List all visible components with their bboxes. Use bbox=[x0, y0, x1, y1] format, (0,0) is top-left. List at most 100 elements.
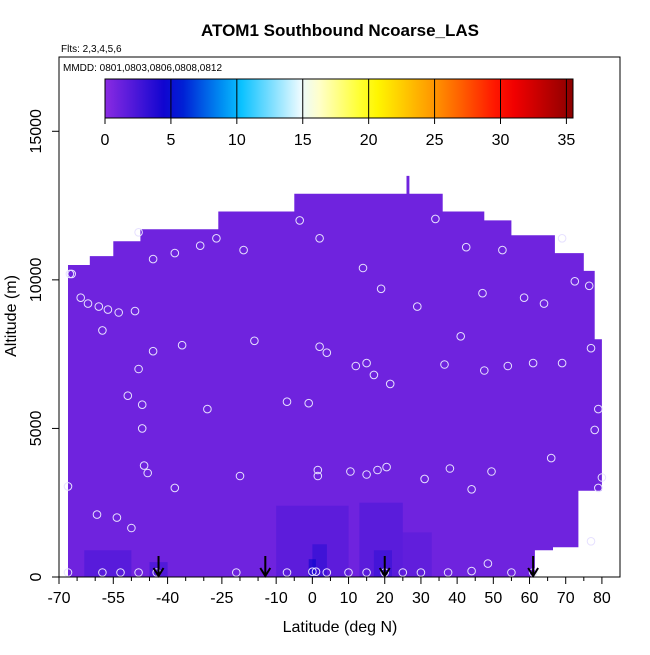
x-tick-label: -10 bbox=[265, 590, 288, 607]
sample-point bbox=[456, 332, 466, 341]
sample-point bbox=[358, 263, 368, 273]
sample-point bbox=[239, 245, 248, 255]
sample-point bbox=[373, 465, 382, 475]
sample-point bbox=[148, 346, 158, 356]
flights-label: Flts: 2,3,4,5,6 bbox=[61, 44, 122, 55]
sample-point bbox=[195, 241, 205, 250]
sample-point bbox=[322, 568, 332, 577]
x-tick-label: -55 bbox=[102, 590, 125, 607]
sample-point bbox=[382, 462, 391, 472]
x-tick-label: 30 bbox=[412, 590, 430, 607]
sample-point bbox=[586, 537, 596, 546]
x-tick-label: -70 bbox=[47, 590, 70, 607]
arrow-head bbox=[152, 567, 165, 578]
sample-point bbox=[584, 281, 594, 291]
sample-point bbox=[440, 360, 449, 369]
x-tick-label: 40 bbox=[448, 590, 466, 607]
sample-point bbox=[413, 302, 422, 311]
sample-point bbox=[594, 404, 603, 414]
sample-point bbox=[98, 568, 107, 577]
colorbar-tick-label: 15 bbox=[294, 132, 312, 149]
x-tick-label: 0 bbox=[308, 590, 317, 607]
sample-point bbox=[480, 366, 489, 375]
sample-point bbox=[557, 358, 567, 368]
sample-point bbox=[282, 568, 292, 577]
colorbar-tick-label: 25 bbox=[426, 132, 444, 149]
chart-title: ATOM1 Southbound Ncoarse_LAS bbox=[201, 21, 479, 40]
sample-point bbox=[322, 348, 332, 358]
sample-point bbox=[137, 400, 147, 410]
heatmap-cell bbox=[312, 544, 327, 577]
sample-point bbox=[315, 234, 324, 243]
sample-point bbox=[127, 523, 136, 533]
sample-point bbox=[362, 470, 371, 479]
sample-point bbox=[362, 358, 371, 368]
sample-point bbox=[63, 482, 73, 491]
sample-point bbox=[311, 567, 321, 577]
x-tick-label: 70 bbox=[557, 590, 575, 607]
y-axis-label: Altitude (m) bbox=[3, 275, 20, 357]
heatmap-cell bbox=[84, 550, 132, 577]
x-tick-label: -25 bbox=[210, 590, 233, 607]
sample-point bbox=[344, 568, 353, 577]
sample-point bbox=[594, 483, 603, 493]
sample-point bbox=[313, 471, 323, 481]
sample-point bbox=[170, 248, 180, 258]
sample-point bbox=[177, 340, 187, 350]
sample-point bbox=[63, 568, 73, 577]
sample-point bbox=[295, 216, 305, 225]
sample-point bbox=[346, 467, 355, 476]
sample-point bbox=[304, 398, 314, 408]
sample-point bbox=[467, 485, 476, 494]
sample-point bbox=[250, 336, 259, 346]
x-axis-label: Latitude (deg N) bbox=[283, 619, 398, 636]
sample-point bbox=[539, 299, 549, 308]
sample-point bbox=[362, 568, 371, 577]
sample-point bbox=[67, 269, 76, 279]
sample-point bbox=[92, 510, 102, 519]
sample-point bbox=[431, 214, 440, 224]
colorbar-tick-label: 20 bbox=[360, 132, 378, 149]
arrow-marker bbox=[378, 556, 391, 578]
sample-point bbox=[487, 467, 496, 476]
sample-point bbox=[369, 370, 379, 380]
sample-point bbox=[308, 567, 317, 577]
sample-point bbox=[313, 465, 323, 475]
sample-point bbox=[467, 566, 476, 576]
sample-point bbox=[203, 404, 212, 414]
sample-point bbox=[94, 302, 104, 311]
sample-point bbox=[130, 306, 140, 316]
x-tick-label: 80 bbox=[593, 590, 611, 607]
sample-point bbox=[503, 361, 513, 371]
x-tick-label: 60 bbox=[521, 590, 539, 607]
colorbar-tick-label: 10 bbox=[228, 132, 246, 149]
sample-point bbox=[83, 299, 93, 308]
sample-point bbox=[590, 425, 600, 435]
sample-point bbox=[139, 461, 149, 470]
y-tick-label: 10000 bbox=[28, 258, 45, 303]
arrow-head bbox=[527, 567, 539, 578]
sample-point bbox=[519, 293, 529, 303]
sample-point bbox=[416, 568, 426, 577]
sample-point bbox=[134, 364, 143, 374]
sample-point bbox=[376, 284, 386, 294]
sample-point bbox=[123, 391, 133, 401]
sample-point bbox=[148, 254, 158, 264]
sample-point bbox=[385, 379, 395, 389]
sample-point bbox=[143, 468, 152, 478]
sample-point bbox=[461, 242, 471, 252]
sample-point bbox=[420, 474, 429, 484]
colorbar bbox=[104, 78, 574, 119]
sample-point bbox=[398, 568, 408, 577]
sample-point bbox=[478, 288, 487, 298]
sample-point bbox=[103, 305, 113, 314]
x-tick-label: 20 bbox=[376, 590, 394, 607]
arrow-marker bbox=[259, 556, 272, 578]
sample-point bbox=[507, 568, 516, 577]
plot-frame bbox=[58, 56, 621, 578]
sample-point bbox=[235, 471, 245, 481]
arrow-marker bbox=[527, 556, 539, 578]
colorbar-tick-label: 35 bbox=[558, 132, 576, 149]
